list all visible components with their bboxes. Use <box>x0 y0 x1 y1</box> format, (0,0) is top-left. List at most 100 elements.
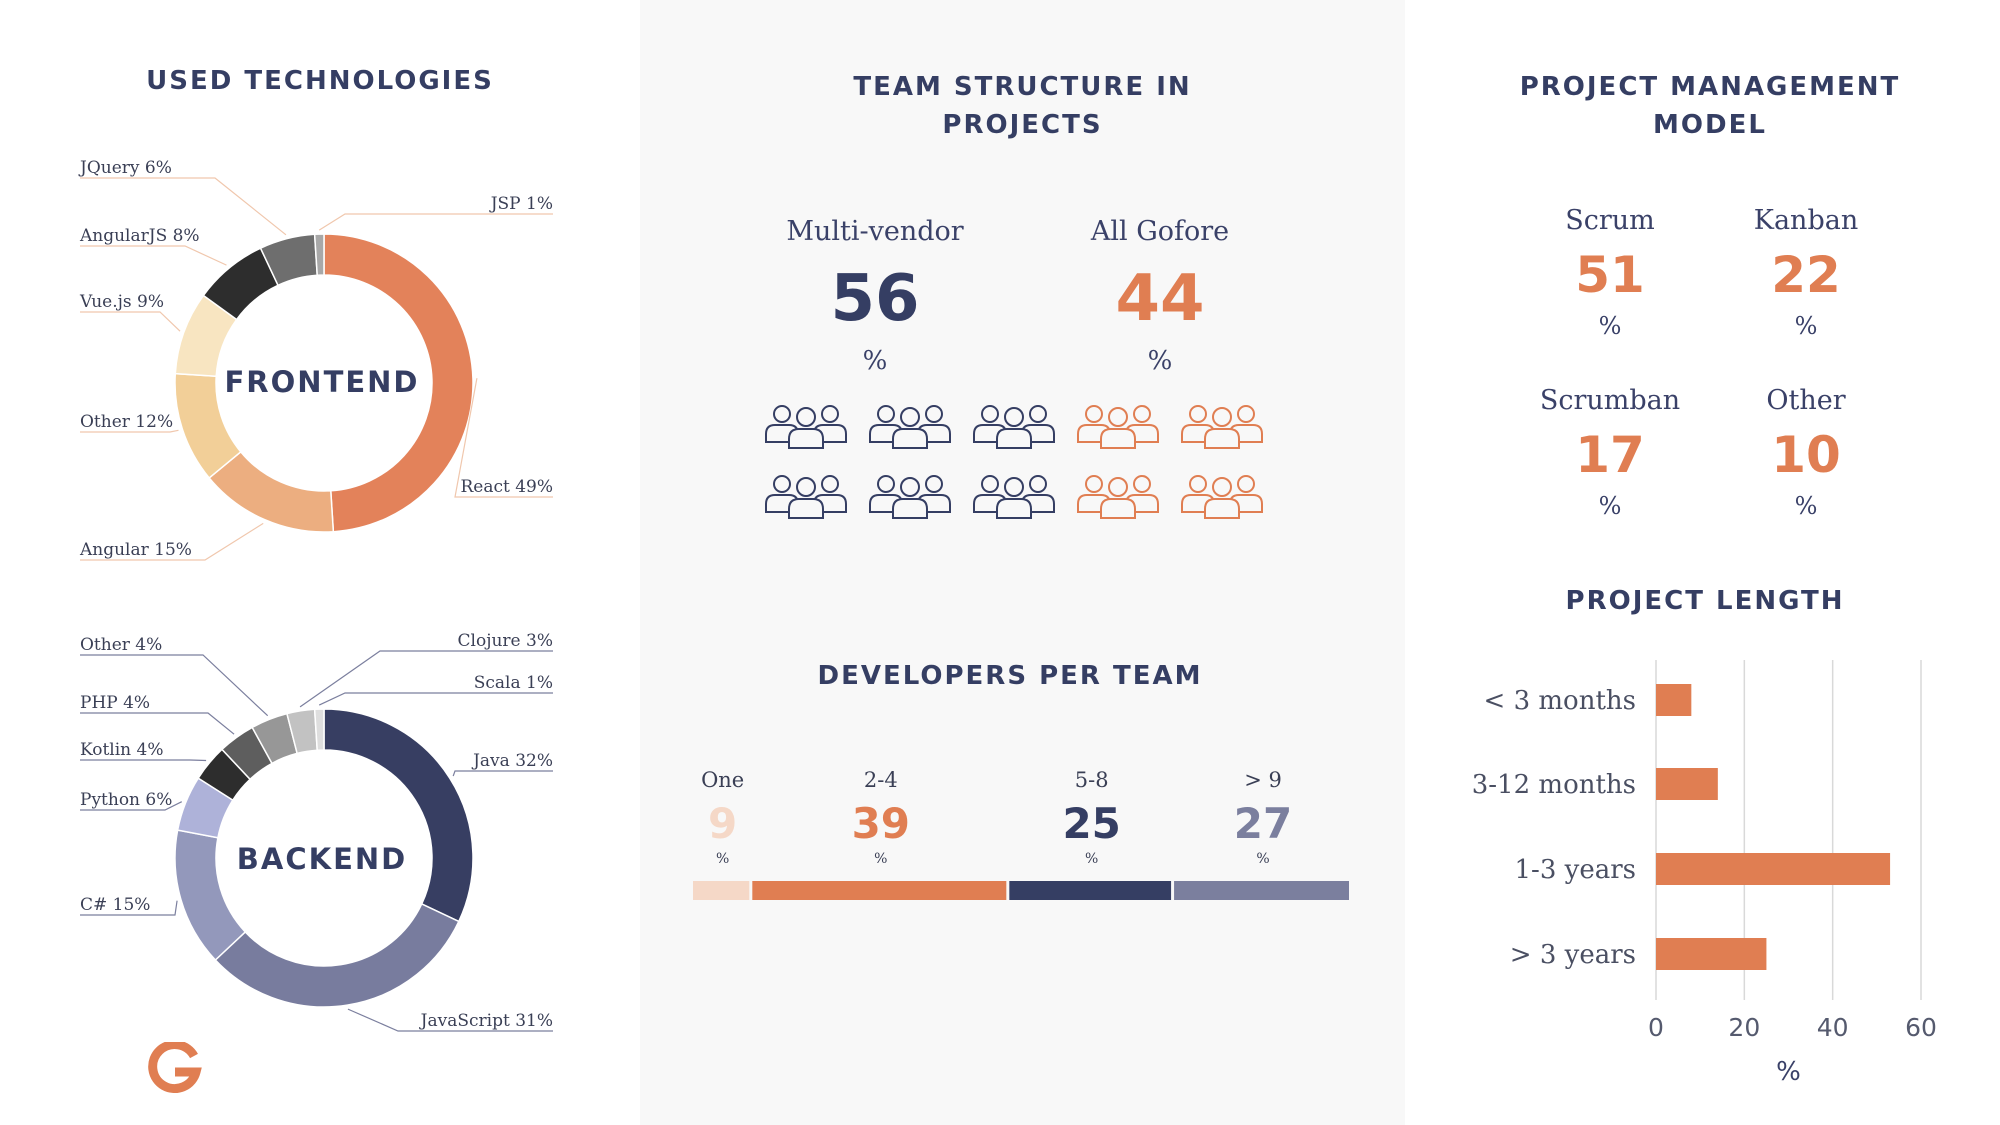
dev-percent-one: % <box>716 851 729 867</box>
frontend-slice-react <box>323 233 474 533</box>
project-length-bar-3-12-months <box>1656 768 1718 800</box>
dev-value-5-8: 25 <box>1062 799 1120 848</box>
backend-leader-c <box>80 900 178 916</box>
used-technologies-title: USED TECHNOLOGIES <box>146 66 494 96</box>
project-management-title-line2: MODEL <box>1653 110 1767 140</box>
backend-leader-javascript <box>347 1008 553 1032</box>
dev-bar-one <box>693 881 750 900</box>
multi-vendor-percent: % <box>862 346 888 376</box>
dev-bar-9 <box>1174 881 1349 900</box>
pm-kanban-value: 22 <box>1771 246 1841 304</box>
pm-kanban-label: Kanban <box>1753 205 1859 236</box>
pm-scrum-percent: % <box>1598 312 1622 340</box>
backend-label-python: Python 6% <box>80 790 172 810</box>
frontend-label-jsp: JSP 1% <box>489 194 553 214</box>
backend-donut-chart: Java 32% JavaScript 31% C# 15% Python 6% Kot… <box>80 631 553 1032</box>
team-structure-title-line2: PROJECTS <box>942 110 1103 140</box>
project-length-category-3-months: < 3 months <box>1484 686 1636 716</box>
all-gofore-value: 44 <box>1115 262 1205 336</box>
project-length-category-1-3-years: 1-3 years <box>1515 855 1636 885</box>
dev-value-9: 27 <box>1234 799 1292 848</box>
developers-per-team-title: DEVELOPERS PER TEAM <box>817 661 1203 691</box>
project-length-bar-3-months <box>1656 684 1692 716</box>
pm-other-value: 10 <box>1771 426 1841 484</box>
people-group-icon <box>869 405 951 449</box>
backend-slice-scala <box>313 708 325 752</box>
project-length-tick-60: 60 <box>1905 1013 1937 1042</box>
dev-category-one: One <box>701 768 744 792</box>
people-group-icon <box>1181 405 1263 449</box>
backend-leader-clojure <box>299 650 553 708</box>
frontend-leader-other <box>80 429 179 433</box>
all-gofore-percent: % <box>1147 346 1173 376</box>
team-structure-title-line1: TEAM STRUCTURE IN <box>853 72 1192 102</box>
backend-leader-other <box>80 654 269 717</box>
backend-leader-java <box>452 770 553 777</box>
frontend-label-angularjs: AngularJS 8% <box>79 226 200 246</box>
dev-value-2-4: 39 <box>852 799 910 848</box>
frontend-leader-angularjs <box>80 245 227 266</box>
frontend-label-other: Other 12% <box>80 412 173 432</box>
backend-label-kotlin: Kotlin 4% <box>80 740 164 760</box>
frontend-label-angular: Angular 15% <box>79 540 192 560</box>
frontend-leader-jsp <box>318 213 553 231</box>
project-length-title: PROJECT LENGTH <box>1565 586 1845 616</box>
people-group-icon <box>1181 475 1263 519</box>
project-length-tick-0: 0 <box>1648 1013 1664 1042</box>
dev-bar-2-4 <box>752 881 1007 900</box>
people-group-icon <box>1077 405 1159 449</box>
backend-label-java: Java 32% <box>471 751 553 771</box>
people-group-icon <box>1077 475 1159 519</box>
people-group-icon <box>973 405 1055 449</box>
backend-leader-scala <box>318 692 553 706</box>
dev-category-5-8: 5-8 <box>1075 768 1109 792</box>
people-group-icon <box>765 405 847 449</box>
all-gofore-label: All Gofore <box>1090 216 1230 247</box>
dev-category-2-4: 2-4 <box>864 768 898 792</box>
frontend-label-jquery: JQuery 6% <box>78 158 172 178</box>
project-length-category-3-years: > 3 years <box>1510 940 1636 970</box>
pm-scrum-label: Scrum <box>1565 205 1655 236</box>
frontend-leader-angular <box>80 522 264 561</box>
project-length-xlabel: % <box>1776 1057 1801 1087</box>
frontend-donut-chart: React 49% Angular 15% Other 12% Vue.js 9% An… <box>78 158 553 561</box>
dev-category-9: > 9 <box>1244 768 1282 792</box>
project-length-bar-1-3-years <box>1656 853 1891 885</box>
pm-kanban-percent: % <box>1794 312 1818 340</box>
project-length-tick-20: 20 <box>1728 1013 1760 1042</box>
backend-center-label: BACKEND <box>236 842 408 876</box>
frontend-slice-jsp <box>313 233 325 277</box>
pm-other-label: Other <box>1766 385 1846 416</box>
backend-label-clojure: Clojure 3% <box>458 631 553 651</box>
pm-scrumban-value: 17 <box>1575 426 1645 484</box>
pm-scrum-value: 51 <box>1575 246 1645 304</box>
frontend-center-label: FRONTEND <box>224 365 420 399</box>
frontend-leader-react <box>454 378 553 498</box>
frontend-label-vue-js: Vue.js 9% <box>79 292 164 312</box>
backend-label-javascript: JavaScript 31% <box>419 1011 553 1031</box>
backend-label-scala: Scala 1% <box>474 673 553 693</box>
frontend-leader-jquery <box>80 177 287 236</box>
project-management-title-line1: PROJECT MANAGEMENT <box>1519 72 1901 102</box>
project-length-bar-3-years <box>1656 938 1767 970</box>
gofore-logo-icon <box>148 1042 202 1093</box>
dev-percent-2-4: % <box>874 851 887 867</box>
backend-label-other: Other 4% <box>80 635 162 655</box>
dev-value-one: 9 <box>708 799 737 848</box>
pm-scrumban-percent: % <box>1598 492 1622 520</box>
pm-other-percent: % <box>1794 492 1818 520</box>
frontend-label-react: React 49% <box>460 477 553 497</box>
project-length-tick-40: 40 <box>1817 1013 1849 1042</box>
frontend-leader-vue-js <box>80 311 181 332</box>
pm-scrumban-label: Scrumban <box>1539 385 1681 416</box>
middle-panel-background <box>640 0 1405 1125</box>
backend-leader-php <box>80 712 235 735</box>
dev-percent-5-8: % <box>1085 851 1098 867</box>
dev-percent-9: % <box>1256 851 1269 867</box>
project-length-category-3-12-months: 3-12 months <box>1472 770 1636 800</box>
people-group-icon <box>765 475 847 519</box>
multi-vendor-value: 56 <box>830 262 920 336</box>
